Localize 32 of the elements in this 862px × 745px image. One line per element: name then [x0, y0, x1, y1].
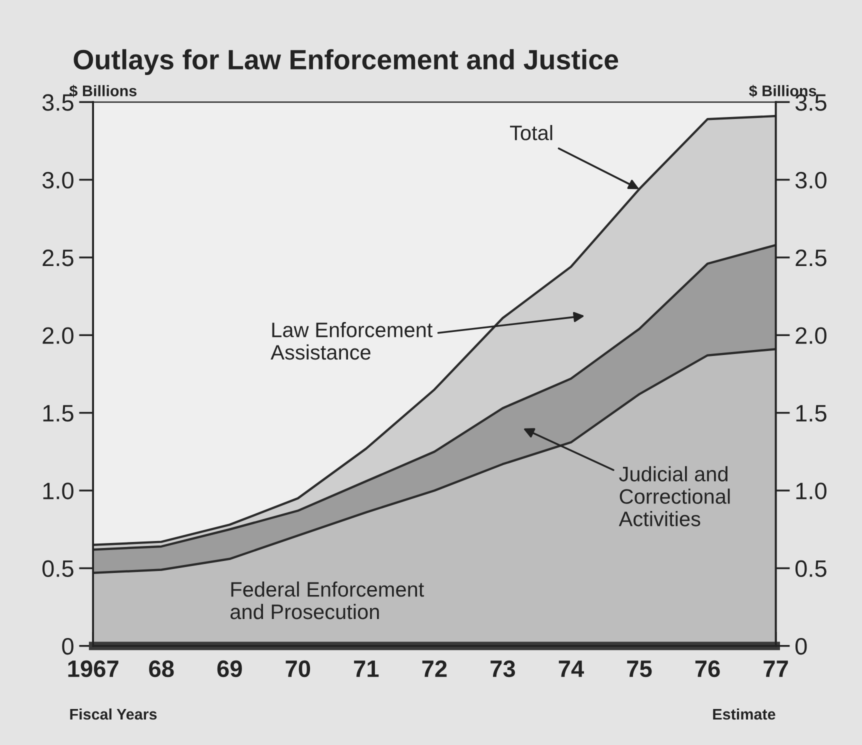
- y-tick-label: 0.5: [42, 560, 74, 578]
- y2-tick-label: 1.5: [796, 405, 826, 422]
- y2-tick-label: 0: [795, 638, 807, 655]
- text: Judicial and Correctional Activities: [618, 466, 730, 526]
- x-tick-label: 72: [422, 660, 447, 677]
- x-tick-label: 69: [217, 660, 242, 678]
- x-tick-label: 1967: [68, 660, 118, 678]
- x-tick-label: 76: [695, 660, 720, 678]
- series-label: Law Enforcement Assistance: [270, 322, 433, 360]
- x-tick-label: 77: [764, 660, 788, 677]
- x-tick-label: 74: [558, 660, 584, 677]
- x-tick-label: 73: [490, 660, 515, 678]
- x-tick-label: 71: [354, 660, 379, 677]
- y-tick-label: 2.0: [42, 327, 74, 344]
- x-tick-label: 70: [286, 660, 310, 678]
- series-label: Federal Enforcement and Prosecution: [230, 581, 424, 620]
- text: Estimate: [713, 708, 776, 720]
- y2-tick-label: 2.0: [796, 327, 826, 344]
- chart-title: Outlays for Law Enforcement and Justice: [74, 49, 618, 76]
- x-tick-label: 75: [627, 660, 652, 678]
- x-axis-title: Fiscal Years: [70, 708, 157, 720]
- annotation: Total: [510, 124, 552, 140]
- y-tick-label: 0: [62, 638, 74, 655]
- y2-tick-label: 2.5: [796, 250, 826, 266]
- y2-tick-label: 3.0: [795, 172, 826, 189]
- x-tick-label: 68: [149, 660, 174, 678]
- y-tick-label: 3.0: [42, 172, 74, 189]
- y-tick-label: 1.0: [43, 482, 74, 500]
- y2-tick-label: 0.5: [795, 560, 826, 578]
- y-tick-label: 2.5: [42, 250, 74, 266]
- y2-tick-label: 1.0: [796, 482, 826, 500]
- y-tick-label: 1.5: [43, 405, 74, 422]
